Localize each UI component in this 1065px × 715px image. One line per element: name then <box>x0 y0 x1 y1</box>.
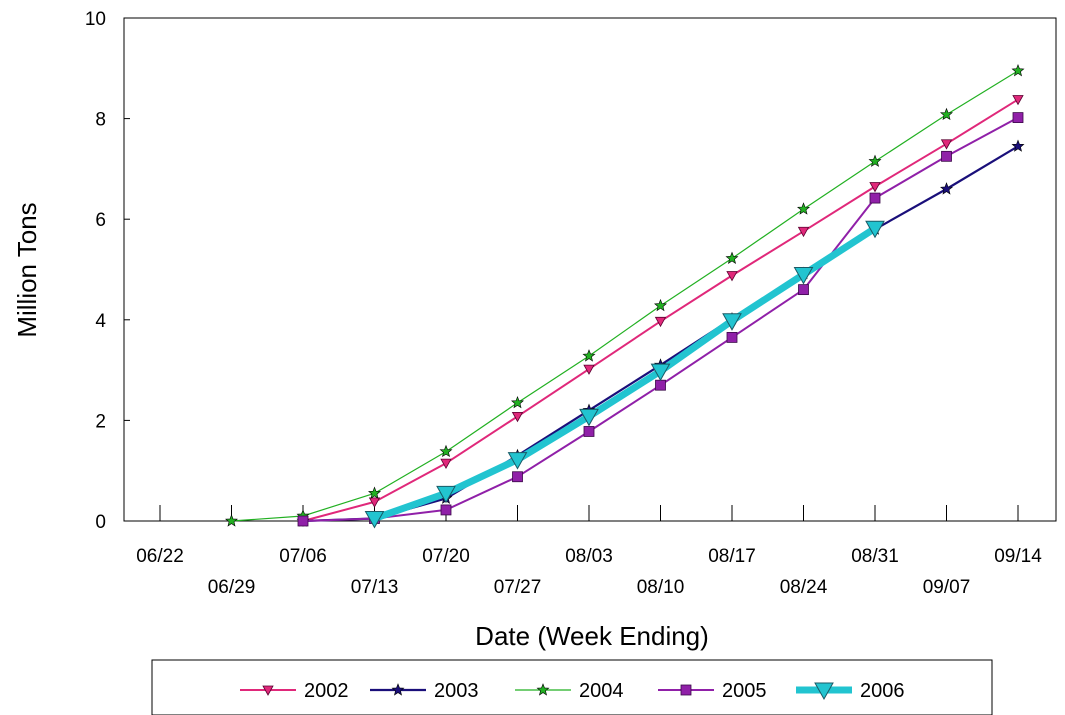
data-point-2006 <box>364 510 385 529</box>
legend: 2002 2003 2004 2005 2006 <box>240 680 905 702</box>
x-tick-label: 07/27 <box>494 577 542 598</box>
y-tick-label: 2 <box>95 411 106 432</box>
data-point-2005 <box>941 150 952 162</box>
legend-label: 2004 <box>579 680 624 702</box>
series-line-2003 <box>302 145 1019 523</box>
x-tick-label: 08/24 <box>780 577 828 598</box>
data-point-2005 <box>726 332 738 343</box>
legend-label: 2006 <box>860 680 905 702</box>
legend-item-2002: 2002 <box>240 680 349 702</box>
data-point-2005 <box>583 426 595 437</box>
data-point-2004 <box>725 251 739 264</box>
series-line-2006 <box>373 225 877 522</box>
data-point-2005 <box>798 284 809 296</box>
data-point-2006 <box>436 485 456 504</box>
data-point-2004 <box>225 514 238 527</box>
series-line-2002 <box>302 98 1019 522</box>
legend-label: 2002 <box>304 680 349 702</box>
series-2003 <box>296 139 1025 527</box>
x-tick-label: 07/06 <box>279 546 327 567</box>
series-2002 <box>297 95 1024 527</box>
data-point-2003 <box>1011 139 1025 152</box>
data-point-2006 <box>507 452 528 470</box>
data-point-2005 <box>655 379 666 391</box>
series-2006 <box>364 220 885 529</box>
series-2004 <box>225 63 1025 527</box>
plot-frame <box>123 17 1057 522</box>
legend-item-2006: 2006 <box>796 680 905 702</box>
data-point-2002 <box>654 316 667 328</box>
data-point-2004 <box>797 202 810 215</box>
data-point-2006 <box>722 313 742 331</box>
x-axis: 06/22 06/29 07/06 07/13 07/20 07/27 08/03 08/10… <box>136 505 1042 598</box>
data-point-2004 <box>940 107 953 121</box>
data-point-2004 <box>1011 63 1025 77</box>
data-point-2006 <box>793 267 814 285</box>
y-tick-label: 4 <box>95 311 106 332</box>
y-tick-label: 10 <box>85 9 106 30</box>
data-point-2004 <box>368 486 381 499</box>
series-layer <box>225 63 1025 529</box>
data-point-2006 <box>865 220 885 239</box>
legend-marker <box>391 683 405 696</box>
x-axis-title: Date (Week Ending) <box>475 621 709 651</box>
data-point-2002 <box>1012 95 1024 106</box>
y-axis: 0 2 4 6 8 10 <box>85 9 130 533</box>
x-tick-label: 06/22 <box>136 546 184 567</box>
data-point-2005 <box>440 504 452 516</box>
data-point-2004 <box>868 154 882 167</box>
x-tick-label: 08/10 <box>637 577 685 598</box>
legend-marker <box>536 683 550 696</box>
data-point-2005 <box>1012 112 1024 123</box>
series-line-2004 <box>231 70 1019 522</box>
data-point-2006 <box>579 408 599 427</box>
legend-item-2003: 2003 <box>370 680 479 702</box>
legend-marker <box>814 682 834 701</box>
x-tick-label: 09/14 <box>994 546 1042 567</box>
data-point-2002 <box>940 139 953 150</box>
data-point-2003 <box>940 182 953 195</box>
x-tick-label: 08/17 <box>708 546 756 567</box>
x-tick-label: 09/07 <box>923 577 971 598</box>
legend-item-2004: 2004 <box>515 680 624 702</box>
data-point-2002 <box>869 182 881 193</box>
legend-marker <box>680 684 692 696</box>
series-2005 <box>297 112 1024 527</box>
y-tick-label: 8 <box>95 110 106 131</box>
legend-item-2005: 2005 <box>658 680 767 702</box>
legend-marker <box>262 685 274 696</box>
y-axis-title: Million Tons <box>12 202 42 337</box>
data-point-2005 <box>512 471 523 483</box>
legend-label: 2003 <box>434 680 479 702</box>
data-point-2002 <box>511 411 524 423</box>
data-point-2006 <box>650 363 671 382</box>
y-tick-label: 0 <box>95 512 106 533</box>
data-point-2002 <box>440 458 452 469</box>
data-point-2005 <box>869 192 881 204</box>
data-point-2004 <box>439 444 453 458</box>
x-tick-label: 08/31 <box>851 546 899 567</box>
x-tick-label: 08/03 <box>565 546 613 567</box>
data-point-2002 <box>583 364 595 375</box>
data-point-2002 <box>726 271 738 282</box>
data-point-2004 <box>654 298 667 312</box>
data-point-2004 <box>582 349 596 362</box>
x-tick-label: 06/29 <box>208 577 256 598</box>
x-tick-label: 07/20 <box>422 546 470 567</box>
y-tick-label: 6 <box>95 210 106 231</box>
data-point-2002 <box>368 497 381 508</box>
x-tick-label: 07/13 <box>351 577 399 598</box>
data-point-2004 <box>511 395 524 409</box>
data-point-2002 <box>797 226 810 238</box>
data-point-2005 <box>297 515 309 527</box>
legend-label: 2005 <box>722 680 767 702</box>
